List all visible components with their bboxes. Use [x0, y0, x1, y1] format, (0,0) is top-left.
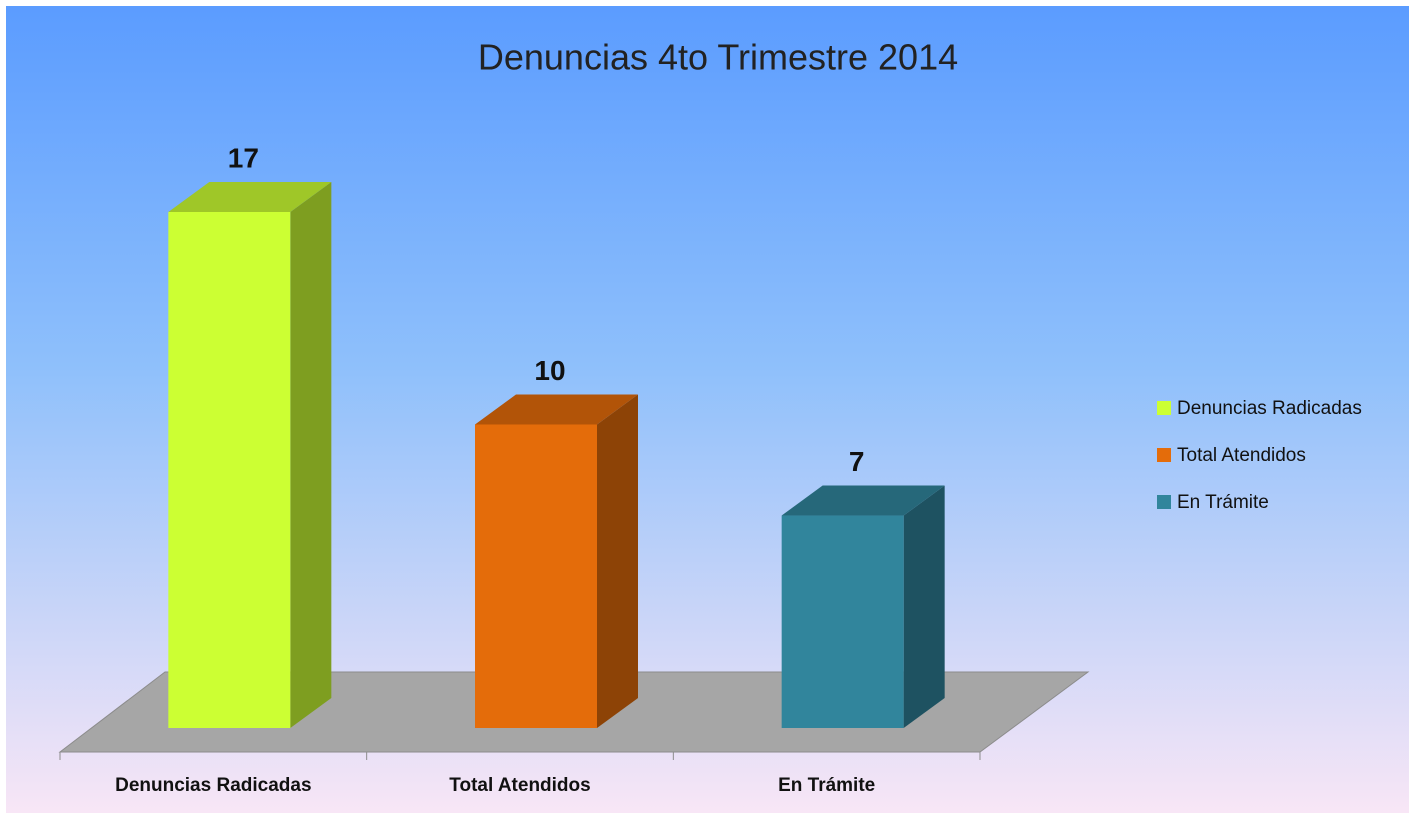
bar-side [597, 394, 638, 728]
bar-top [781, 485, 945, 516]
legend-label: En Trámite [1177, 492, 1269, 513]
legend-label: Total Atendidos [1177, 445, 1306, 466]
bar [168, 212, 291, 728]
legend-swatch [1157, 495, 1171, 509]
bar-side [903, 485, 945, 728]
legend-swatch [1157, 401, 1171, 415]
bar [781, 515, 904, 728]
bar-top [168, 182, 332, 212]
legend-swatch [1157, 448, 1171, 462]
x-tick-label: Denuncias Radicadas [115, 775, 311, 796]
data-label: 17 [228, 142, 259, 173]
chart-title: Denuncias 4to Trimestre 2014 [478, 37, 958, 78]
bar [475, 424, 597, 728]
x-tick-label: En Trámite [778, 775, 875, 796]
data-label: 7 [849, 446, 865, 477]
data-label: 10 [534, 355, 565, 386]
bar-side [290, 182, 332, 728]
x-tick-label: Total Atendidos [449, 775, 590, 796]
bar-top [475, 394, 638, 425]
legend-label: Denuncias Radicadas [1177, 398, 1362, 419]
